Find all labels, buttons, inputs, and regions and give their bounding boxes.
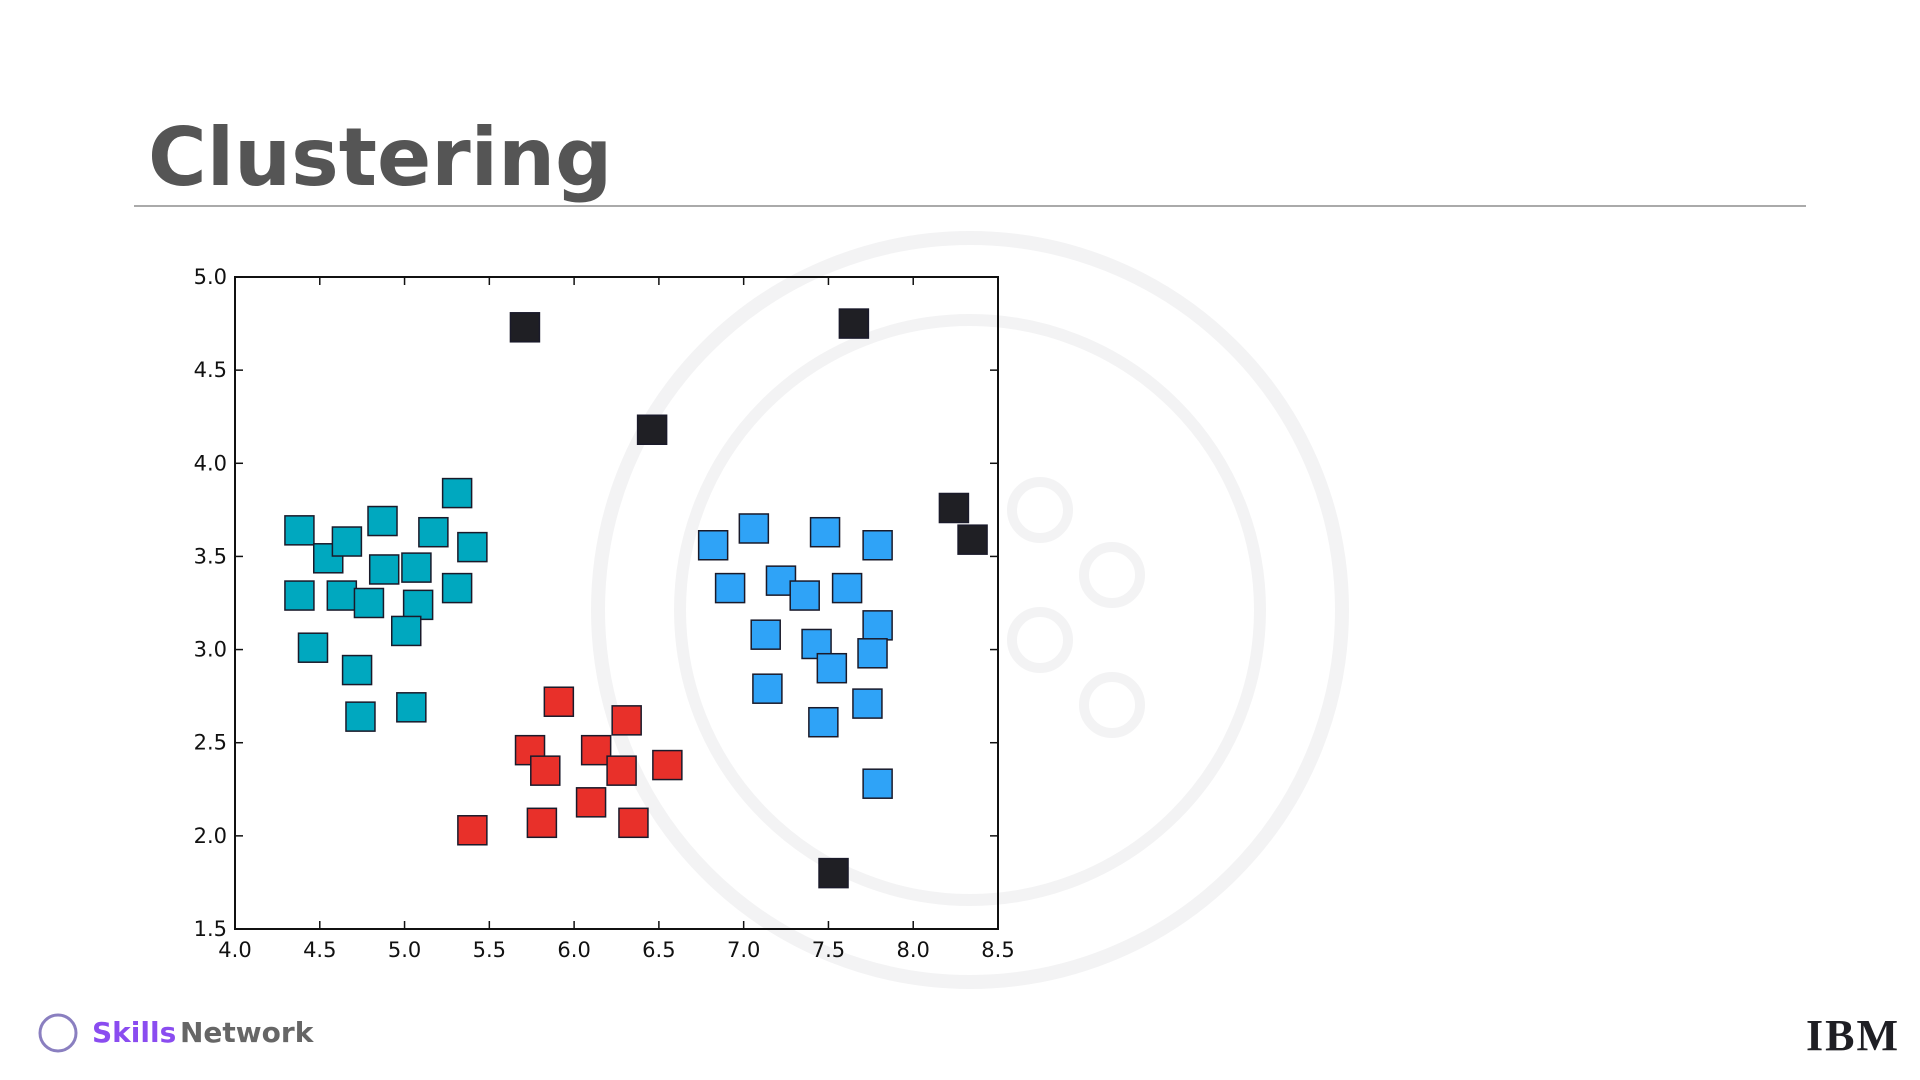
y-tick-label: 4.0 bbox=[194, 451, 227, 475]
point bbox=[331, 526, 363, 557]
point bbox=[852, 688, 883, 719]
point bbox=[401, 552, 432, 583]
chart: 4.0 4.5 5.0 5.5 6.0 6.5 7.0 7.5 8.0 8.5 1.5 2.0 2.5 3… bbox=[194, 265, 1015, 962]
y-tick-label: 1.5 bbox=[194, 917, 227, 941]
x-tick-label: 5.0 bbox=[388, 938, 421, 962]
point bbox=[396, 692, 427, 723]
background-ornament bbox=[591, 231, 1349, 989]
x-tick-label: 6.0 bbox=[557, 938, 590, 962]
point bbox=[341, 654, 373, 686]
point bbox=[862, 768, 893, 799]
point bbox=[284, 515, 315, 546]
point bbox=[526, 807, 558, 839]
point bbox=[367, 505, 398, 537]
point bbox=[816, 652, 848, 684]
point bbox=[831, 572, 863, 604]
point bbox=[575, 787, 607, 818]
point bbox=[636, 414, 668, 446]
point bbox=[402, 589, 434, 621]
point bbox=[284, 580, 315, 611]
point bbox=[714, 572, 746, 604]
x-tick-label: 8.0 bbox=[897, 938, 930, 962]
point bbox=[441, 572, 473, 604]
point bbox=[838, 308, 870, 339]
x-tick-label: 6.5 bbox=[642, 938, 675, 962]
point bbox=[938, 492, 970, 524]
point bbox=[818, 857, 849, 889]
point bbox=[652, 749, 683, 781]
point bbox=[611, 705, 642, 736]
point bbox=[750, 619, 781, 650]
point bbox=[418, 516, 449, 548]
point bbox=[441, 477, 473, 509]
plot-frame bbox=[234, 276, 999, 930]
x-tick-label: 7.0 bbox=[727, 938, 760, 962]
y-tick-label: 5.0 bbox=[194, 265, 227, 289]
x-tick-label: 5.5 bbox=[473, 938, 506, 962]
point bbox=[580, 734, 612, 766]
point bbox=[543, 686, 575, 717]
point bbox=[752, 673, 783, 704]
point bbox=[697, 530, 729, 561]
point bbox=[326, 580, 358, 611]
point bbox=[862, 530, 893, 561]
point bbox=[509, 312, 541, 343]
x-tick-label: 4.5 bbox=[303, 938, 336, 962]
point bbox=[353, 587, 385, 619]
point bbox=[862, 610, 893, 641]
point bbox=[368, 554, 400, 585]
y-tick-label: 2.5 bbox=[194, 731, 227, 755]
y-tick-label: 3.5 bbox=[194, 544, 227, 568]
brand-bold: Skills bbox=[92, 1016, 176, 1049]
point bbox=[738, 513, 770, 544]
slide-title: Clustering bbox=[148, 111, 612, 204]
point bbox=[957, 524, 988, 555]
x-tick-label: 7.5 bbox=[812, 938, 845, 962]
point bbox=[789, 580, 820, 611]
x-tick-label: 8.5 bbox=[981, 938, 1014, 962]
point bbox=[606, 755, 637, 786]
ibm-logo: IBM bbox=[1806, 1011, 1900, 1060]
point bbox=[530, 755, 561, 786]
point bbox=[391, 615, 422, 647]
point bbox=[857, 638, 888, 669]
y-tick-label: 2.0 bbox=[194, 824, 227, 848]
y-tick-label: 3.0 bbox=[194, 638, 227, 662]
point bbox=[809, 516, 841, 548]
point bbox=[345, 701, 376, 732]
point bbox=[457, 531, 488, 563]
point bbox=[808, 706, 839, 738]
point bbox=[457, 815, 488, 846]
y-tick-label: 4.5 bbox=[194, 358, 227, 382]
brand-rest: Network bbox=[180, 1016, 315, 1049]
x-tick-label: 4.0 bbox=[218, 938, 251, 962]
brand: Skills Network bbox=[38, 1013, 315, 1053]
point bbox=[618, 807, 649, 839]
point bbox=[297, 632, 329, 663]
brand-icon bbox=[38, 1013, 78, 1053]
